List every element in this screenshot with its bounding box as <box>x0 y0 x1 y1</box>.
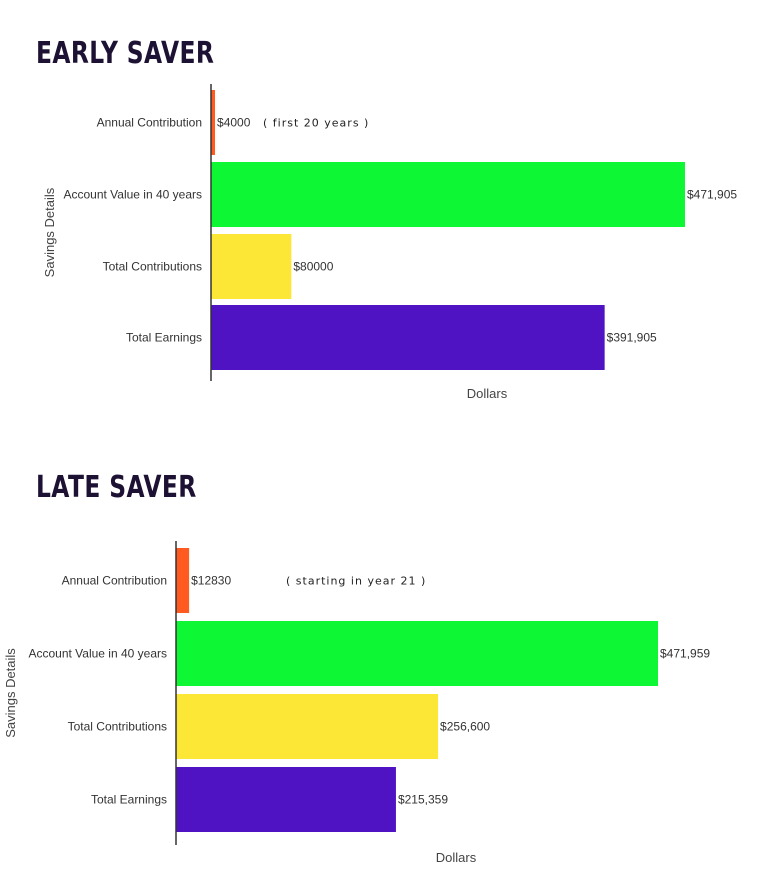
early-bar-3 <box>211 234 292 299</box>
late-bar-2 <box>176 621 658 686</box>
late-bar-1 <box>176 548 190 613</box>
late-y-axis-title: Savings Details <box>3 648 18 738</box>
late-value-label-3: $256,600 <box>440 720 490 734</box>
late-category-label-1: Annual Contribution <box>62 574 167 588</box>
late-category-label-3: Total Contributions <box>68 720 167 734</box>
early-category-label-2: Account Value in 40 years <box>63 188 202 202</box>
late-annotation: ( starting in year 21 ) <box>286 575 426 588</box>
early-category-label-3: Total Contributions <box>103 260 202 274</box>
chart-title-early-saver: EARLY SAVER <box>36 36 215 71</box>
early-x-axis-title: Dollars <box>467 386 508 401</box>
late-bar-4 <box>176 767 396 832</box>
early-annotation: ( first 20 years ) <box>263 117 369 130</box>
early-value-label-3: $80000 <box>293 260 333 274</box>
late-bar-3 <box>176 694 439 759</box>
late-category-label-2: Account Value in 40 years <box>28 647 167 661</box>
late-x-axis-title: Dollars <box>436 850 477 865</box>
early-saver-chart: Annual Contribution $4000 Account Value in… <box>42 84 737 401</box>
late-value-label-1: $12830 <box>191 574 231 588</box>
early-y-axis-title: Savings Details <box>42 187 57 277</box>
early-value-label-4: $391,905 <box>607 331 657 345</box>
early-category-label-1: Annual Contribution <box>97 116 202 130</box>
early-value-label-1: $4000 <box>217 116 251 130</box>
early-bar-2 <box>211 162 685 227</box>
early-bar-1 <box>211 90 216 155</box>
late-value-label-2: $471,959 <box>660 647 710 661</box>
chart-title-late-saver: LATE SAVER <box>36 470 197 505</box>
early-value-label-2: $471,905 <box>687 188 737 202</box>
early-category-label-4: Total Earnings <box>126 331 202 345</box>
late-category-label-4: Total Earnings <box>91 793 167 807</box>
early-bar-4 <box>211 305 605 370</box>
late-value-label-4: $215,359 <box>398 793 448 807</box>
